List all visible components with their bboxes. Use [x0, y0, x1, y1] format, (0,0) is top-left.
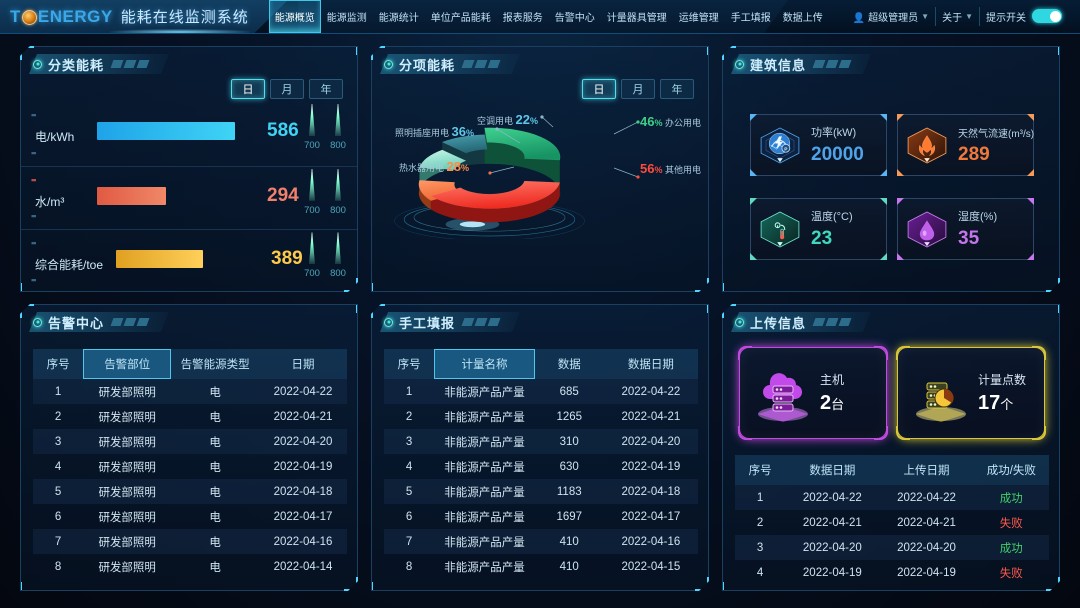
svg-text:P: P [784, 146, 787, 152]
